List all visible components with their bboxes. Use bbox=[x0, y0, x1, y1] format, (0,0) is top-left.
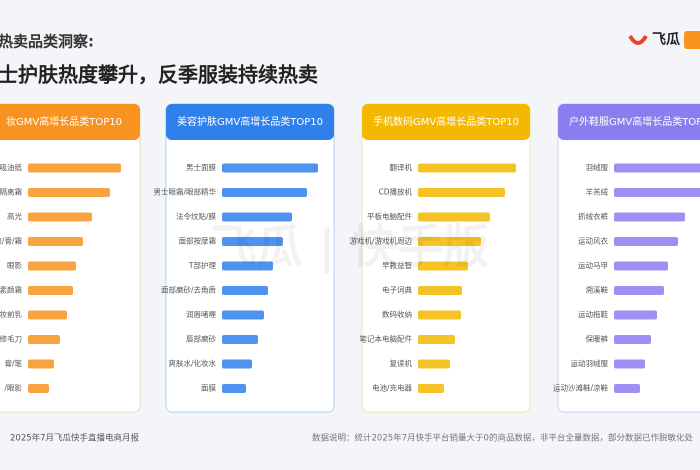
category-label: 高光 bbox=[7, 211, 22, 221]
footer-note: 数据说明：统计2025年7月快手平台销量大于0的商品数据，非平台全量数据，部分数… bbox=[312, 433, 693, 444]
bar bbox=[28, 261, 76, 271]
bar bbox=[614, 188, 700, 197]
bar bbox=[222, 261, 273, 271]
bar bbox=[28, 359, 54, 369]
bar bbox=[222, 237, 283, 246]
bar bbox=[222, 335, 258, 344]
bar bbox=[418, 384, 444, 393]
bar bbox=[28, 335, 60, 344]
bar bbox=[418, 335, 455, 344]
category-label: 爽肤水/化妆水 bbox=[168, 358, 216, 368]
kicker: 热卖品类洞察: bbox=[0, 33, 94, 51]
category-label: T部护理 bbox=[188, 260, 217, 270]
bar bbox=[28, 384, 49, 393]
category-label: 运动羽绒服 bbox=[571, 358, 609, 368]
bar bbox=[614, 261, 668, 271]
category-label: 面部按摩霜 bbox=[179, 236, 217, 246]
category-label: 羊羔绒 bbox=[586, 187, 609, 197]
category-label: 运动风衣 bbox=[578, 236, 608, 246]
bar bbox=[614, 286, 664, 295]
bar bbox=[418, 359, 450, 369]
bar bbox=[222, 163, 318, 173]
bar bbox=[614, 237, 678, 246]
panel-header bbox=[362, 104, 530, 140]
bar bbox=[614, 335, 651, 344]
category-label: 翻译机 bbox=[390, 162, 413, 172]
bar bbox=[418, 286, 462, 295]
category-label: 修毛刀 bbox=[0, 334, 22, 344]
category-label: 膏/笔 bbox=[4, 358, 22, 368]
bar bbox=[28, 212, 92, 222]
panel-header bbox=[166, 104, 334, 140]
panel-header bbox=[558, 104, 700, 140]
category-label: 抓绒衣裤 bbox=[578, 211, 608, 221]
category-label: 溯溪鞋 bbox=[586, 285, 609, 295]
category-label: 数码收纳 bbox=[382, 309, 412, 319]
category-label: 隔离霜 bbox=[0, 187, 22, 197]
category-label: 唇部磨砂 bbox=[186, 334, 216, 344]
bar bbox=[28, 163, 121, 173]
category-label: 吸油纸 bbox=[0, 162, 22, 172]
panel-title: 妆GMV高增长品类TOP10 bbox=[6, 115, 122, 128]
bar bbox=[614, 384, 640, 393]
category-label: 游戏机/游戏机周边 bbox=[349, 236, 412, 246]
bar bbox=[614, 212, 685, 222]
bar bbox=[222, 188, 307, 197]
bar bbox=[614, 163, 700, 173]
bar bbox=[418, 188, 505, 197]
category-label: CD播放机 bbox=[378, 187, 412, 197]
category-label: 润唇啫喱 bbox=[186, 309, 216, 319]
category-label: 面膜 bbox=[201, 383, 216, 393]
category-label: 素颜霜 bbox=[0, 285, 22, 295]
category-label: /眼影 bbox=[4, 383, 22, 393]
category-label: 运动马甲 bbox=[578, 260, 608, 270]
category-label: 羽绒服 bbox=[586, 162, 609, 172]
category-label: 男士面膜 bbox=[186, 162, 216, 172]
panel-header bbox=[0, 104, 140, 140]
logo-icon bbox=[628, 34, 648, 45]
bar bbox=[28, 188, 110, 197]
category-label: 运动拖鞋 bbox=[578, 309, 608, 319]
category-label: 笔记本电脑配件 bbox=[360, 334, 413, 344]
panel-title: 户外鞋服GMV高增长品类TOP10 bbox=[569, 115, 700, 128]
category-label: 妆前乳 bbox=[0, 309, 22, 319]
logo-badge bbox=[684, 31, 700, 49]
bar bbox=[418, 237, 481, 246]
watermark: 飞瓜 | 快手版 bbox=[211, 220, 490, 275]
bar bbox=[418, 163, 516, 173]
footer-source: 2025年7月飞瓜快手直播电商月报 bbox=[10, 433, 140, 444]
bar bbox=[418, 310, 461, 320]
bar bbox=[222, 384, 246, 393]
bar bbox=[418, 261, 468, 271]
category-label: 早教益智 bbox=[382, 260, 412, 270]
category-label: 平板电脑配件 bbox=[367, 211, 412, 221]
bar bbox=[614, 310, 657, 320]
bar bbox=[28, 310, 67, 320]
category-label: 眼影 bbox=[7, 260, 22, 270]
panel-title: 手机数码GMV高增长品类TOP10 bbox=[373, 115, 519, 128]
panel-title: 美容护肤GMV高增长品类TOP10 bbox=[177, 115, 323, 128]
bar bbox=[614, 359, 645, 369]
category-label: 电子词典 bbox=[382, 285, 412, 295]
headline: 士护肤热度攀升，反季服装持续热卖 bbox=[0, 63, 318, 87]
bar bbox=[222, 286, 268, 295]
category-label: 底液/膏/霜 bbox=[0, 236, 22, 246]
category-label: 复读机 bbox=[390, 358, 413, 368]
bar bbox=[222, 212, 292, 222]
logo-text: 飞瓜 bbox=[652, 32, 680, 48]
category-label: 电池/充电器 bbox=[372, 383, 413, 393]
bar bbox=[28, 286, 73, 295]
category-label: 面部磨砂/去角质 bbox=[161, 285, 217, 295]
category-label: 运动沙滩鞋/凉鞋 bbox=[553, 383, 609, 393]
category-label: 保暖裤 bbox=[586, 334, 609, 344]
category-label: 男士眼霜/眼部精华 bbox=[153, 187, 216, 197]
bar bbox=[222, 359, 252, 369]
bar bbox=[418, 212, 490, 222]
bar bbox=[28, 237, 83, 246]
bar bbox=[222, 310, 264, 320]
category-label: 法令纹贴/膜 bbox=[176, 211, 217, 221]
